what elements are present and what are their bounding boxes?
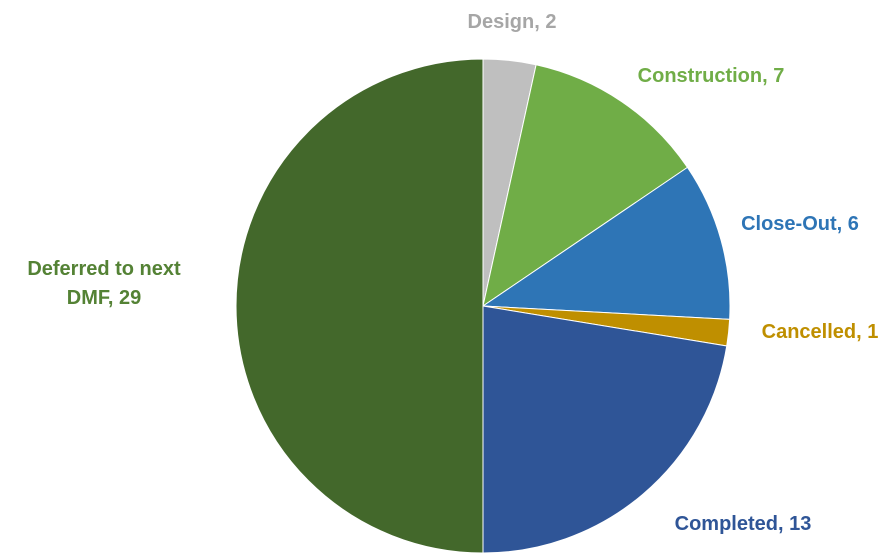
- data-label-design: Design, 2: [468, 11, 557, 33]
- data-label-construction: Construction, 7: [638, 65, 785, 87]
- data-label-line: Design, 2: [468, 11, 557, 33]
- pie-slice-deferred-to-next-dmf: [235, 58, 484, 554]
- pie-slice-completed: [482, 305, 728, 554]
- data-label-completed: Completed, 13: [675, 513, 812, 535]
- data-label-cancelled: Cancelled, 1: [762, 321, 879, 343]
- data-label-line: Completed, 13: [675, 513, 812, 535]
- data-label-line: Deferred to next: [27, 258, 181, 280]
- data-label-line: Construction, 7: [638, 65, 785, 87]
- pie-slices: [235, 58, 731, 554]
- data-label-deferred-to-next-dmf: Deferred to next DMF, 29: [27, 258, 181, 309]
- data-label-close-out: Close-Out, 6: [741, 213, 859, 235]
- pie-slice-construction: [482, 64, 689, 308]
- pie-labels: Design, 2 Construction, 7 Close-Out, 6 Canc…: [27, 11, 878, 535]
- data-label-line: DMF, 29: [67, 287, 141, 309]
- data-label-line: Cancelled, 1: [762, 321, 879, 343]
- pie-slice-close-out: [481, 166, 731, 320]
- data-label-line: Close-Out, 6: [741, 213, 859, 235]
